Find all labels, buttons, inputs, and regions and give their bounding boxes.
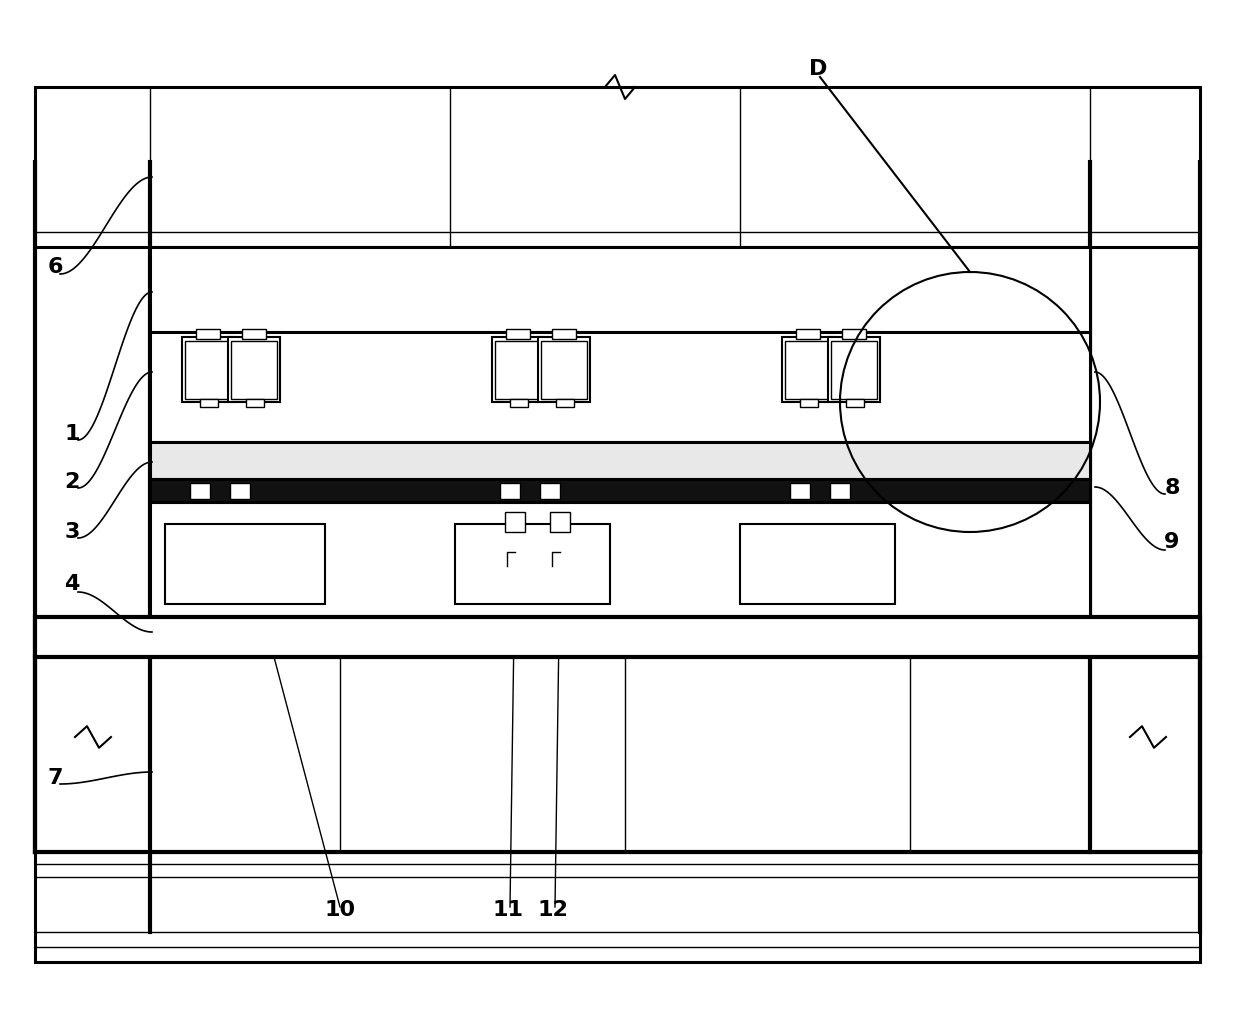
- Bar: [150, 502, 1090, 522]
- Bar: [229, 483, 250, 499]
- Bar: [242, 329, 267, 339]
- Bar: [541, 341, 587, 399]
- Bar: [830, 483, 849, 499]
- Bar: [35, 617, 1200, 657]
- Text: 8: 8: [1164, 478, 1179, 498]
- Text: 4: 4: [64, 574, 79, 594]
- Bar: [556, 399, 574, 407]
- Bar: [538, 337, 590, 402]
- Bar: [828, 337, 880, 402]
- Bar: [782, 337, 835, 402]
- Bar: [165, 524, 325, 604]
- Text: 3: 3: [64, 522, 79, 542]
- Bar: [790, 483, 810, 499]
- Bar: [846, 399, 864, 407]
- Bar: [231, 341, 277, 399]
- Bar: [552, 329, 577, 339]
- Bar: [182, 337, 234, 402]
- Bar: [539, 483, 560, 499]
- Bar: [196, 329, 219, 339]
- Bar: [35, 87, 1200, 247]
- Text: 2: 2: [64, 472, 79, 492]
- Bar: [492, 337, 544, 402]
- Bar: [506, 329, 529, 339]
- Bar: [150, 502, 1090, 617]
- Bar: [505, 512, 525, 532]
- Bar: [150, 442, 1090, 479]
- Text: D: D: [808, 59, 827, 79]
- Bar: [190, 483, 210, 499]
- Bar: [796, 329, 820, 339]
- Text: 6: 6: [47, 257, 63, 277]
- Bar: [842, 329, 866, 339]
- Bar: [495, 341, 541, 399]
- Bar: [150, 479, 1090, 502]
- Bar: [551, 512, 570, 532]
- Bar: [185, 341, 231, 399]
- Bar: [228, 337, 280, 402]
- Bar: [510, 399, 528, 407]
- Bar: [246, 399, 264, 407]
- Bar: [150, 332, 1090, 442]
- Bar: [455, 524, 610, 604]
- Bar: [200, 399, 218, 407]
- Text: 10: 10: [325, 900, 356, 920]
- Bar: [800, 399, 818, 407]
- Bar: [831, 341, 877, 399]
- Bar: [740, 524, 895, 604]
- Text: 7: 7: [47, 768, 63, 788]
- Bar: [150, 247, 1090, 332]
- Text: 11: 11: [492, 900, 523, 920]
- Bar: [500, 483, 520, 499]
- Text: 9: 9: [1164, 532, 1179, 552]
- Bar: [785, 341, 831, 399]
- Bar: [35, 852, 1200, 962]
- Text: 12: 12: [538, 900, 568, 920]
- Text: 1: 1: [64, 424, 79, 444]
